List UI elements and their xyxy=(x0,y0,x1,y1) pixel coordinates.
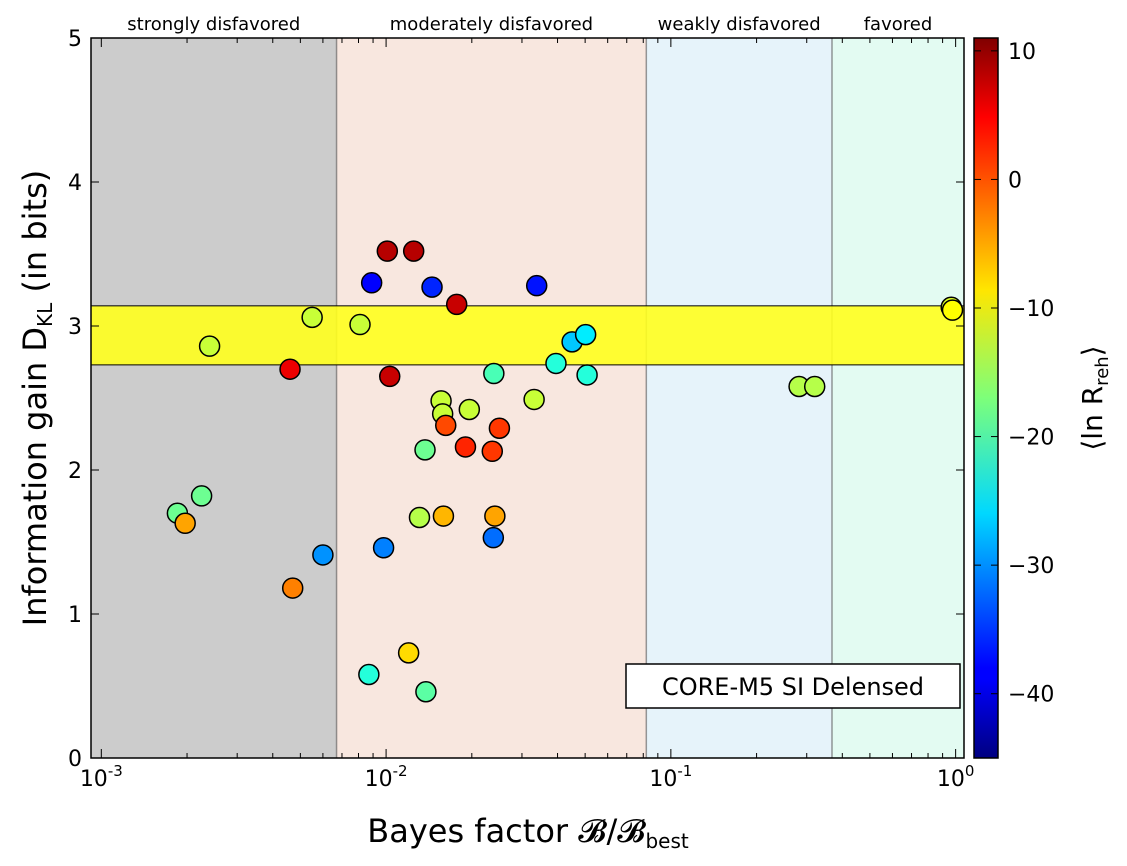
y-tick-label-5: 5 xyxy=(68,27,82,52)
data-point-1 xyxy=(174,512,196,535)
scatter-points xyxy=(166,240,964,703)
colorbar-label-main: ⟨ln R xyxy=(1076,386,1109,451)
x-tick-exp: -1 xyxy=(677,762,692,780)
data-point-33 xyxy=(525,274,548,297)
data-point-10 xyxy=(360,272,383,294)
x-tick-label-2: 10-1 xyxy=(649,762,692,792)
data-point-19 xyxy=(421,276,443,298)
data-point-18 xyxy=(415,681,437,703)
y-tick-label-1: 1 xyxy=(68,603,82,628)
legend-box: CORE-M5 SI Delensed xyxy=(625,663,961,709)
data-point-34 xyxy=(545,352,567,375)
region-3 xyxy=(831,38,964,758)
data-point-28 xyxy=(482,526,505,549)
data-point-25 xyxy=(454,436,477,458)
colorbar: 10 0 −10 −20 −30 −40 ⟨ln Rreh⟩ xyxy=(973,37,1113,759)
data-point-4 xyxy=(279,358,301,380)
colorbar-tick-label-4: −30 xyxy=(1008,554,1054,579)
data-point-41 xyxy=(941,299,964,321)
data-point-30 xyxy=(484,505,506,527)
x-tick-exp: -2 xyxy=(393,762,408,780)
x-tick-base: 10 xyxy=(365,767,393,792)
region-backgrounds xyxy=(91,38,964,758)
data-point-26 xyxy=(458,398,481,421)
data-point-2 xyxy=(190,485,213,507)
data-point-6 xyxy=(301,306,323,329)
legend-frame xyxy=(625,663,961,709)
x-tick-base: 10 xyxy=(937,767,965,792)
data-point-16 xyxy=(408,506,431,529)
legend-text: CORE-M5 SI Delensed xyxy=(662,673,924,701)
data-point-13 xyxy=(378,365,401,388)
region-label-0: strongly disfavored xyxy=(127,14,300,35)
data-point-14 xyxy=(397,642,420,664)
x-tick-label-3: 100 xyxy=(937,762,975,792)
region-0 xyxy=(91,38,337,758)
data-point-37 xyxy=(576,364,598,386)
data-point-24 xyxy=(445,293,468,316)
colorbar-tick-label-2: −10 xyxy=(1008,297,1054,322)
colorbar-tick-label-5: −40 xyxy=(1008,683,1054,708)
x-tick-base: 10 xyxy=(649,767,677,792)
y-axis-label-main: Information gain D xyxy=(16,327,54,626)
plot-frame xyxy=(90,37,965,759)
region-label-2: weakly disfavored xyxy=(658,14,821,35)
x-tick-exp: 0 xyxy=(965,762,975,780)
colorbar-tick-label-0: 10 xyxy=(1008,40,1036,65)
data-point-5 xyxy=(281,577,304,599)
data-point-11 xyxy=(372,537,395,559)
data-point-39 xyxy=(803,375,826,398)
data-point-3 xyxy=(198,335,221,357)
x-tick-label-1: 10-2 xyxy=(365,762,408,792)
data-point-32 xyxy=(523,388,545,411)
data-point-36 xyxy=(574,323,597,346)
region-labels: strongly disfavored moderately disfavored… xyxy=(127,14,932,35)
y-axis-label: Information gain DKL (in bits) xyxy=(16,170,57,626)
data-point-31 xyxy=(488,417,511,439)
y-axis-ticks: 0 1 2 3 4 5 xyxy=(68,27,964,772)
x-tick-base: 10 xyxy=(80,767,108,792)
y-tick-label-0: 0 xyxy=(68,747,82,772)
x-tick-label-0: 10-3 xyxy=(80,762,123,792)
colorbar-fill xyxy=(973,37,999,759)
y-tick-label-4: 4 xyxy=(68,171,82,196)
region-1 xyxy=(336,38,647,758)
data-point-9 xyxy=(358,663,380,686)
y-tick-label-3: 3 xyxy=(68,315,82,340)
x-axis-label: Bayes factor 𝓑/𝓑best xyxy=(367,812,689,853)
data-point-29 xyxy=(483,362,505,385)
data-point-8 xyxy=(349,313,371,336)
x-tick-exp: -3 xyxy=(108,762,123,780)
data-point-23 xyxy=(434,414,457,437)
x-axis-label-main: Bayes factor 𝓑/𝓑 xyxy=(367,812,646,850)
data-point-17 xyxy=(414,439,436,461)
data-point-15 xyxy=(402,240,425,262)
colorbar-label-sub: reh xyxy=(1092,356,1113,386)
y-axis-label-unit: (in bits) xyxy=(16,170,54,303)
region-label-1: moderately disfavored xyxy=(390,14,593,35)
x-axis-label-sub: best xyxy=(645,829,688,853)
colorbar-label: ⟨ln Rreh⟩ xyxy=(1076,345,1113,450)
region-label-3: favored xyxy=(864,14,933,35)
target-band xyxy=(90,305,965,366)
y-tick-label-2: 2 xyxy=(68,459,82,484)
region-2 xyxy=(646,38,832,758)
data-point-12 xyxy=(376,240,399,262)
colorbar-label-end: ⟩ xyxy=(1076,345,1109,356)
y-axis-label-sub: KL xyxy=(33,302,57,327)
colorbar-tick-label-1: 0 xyxy=(1008,168,1022,193)
data-point-7 xyxy=(312,544,334,566)
x-axis-ticks: 10-3 10-2 10-1 100 xyxy=(80,38,975,792)
colorbar-ticks: 10 0 −10 −20 −30 −40 xyxy=(974,40,1054,708)
data-point-22 xyxy=(432,505,455,527)
colorbar-tick-label-3: −20 xyxy=(1008,426,1054,451)
data-point-27 xyxy=(481,440,504,463)
